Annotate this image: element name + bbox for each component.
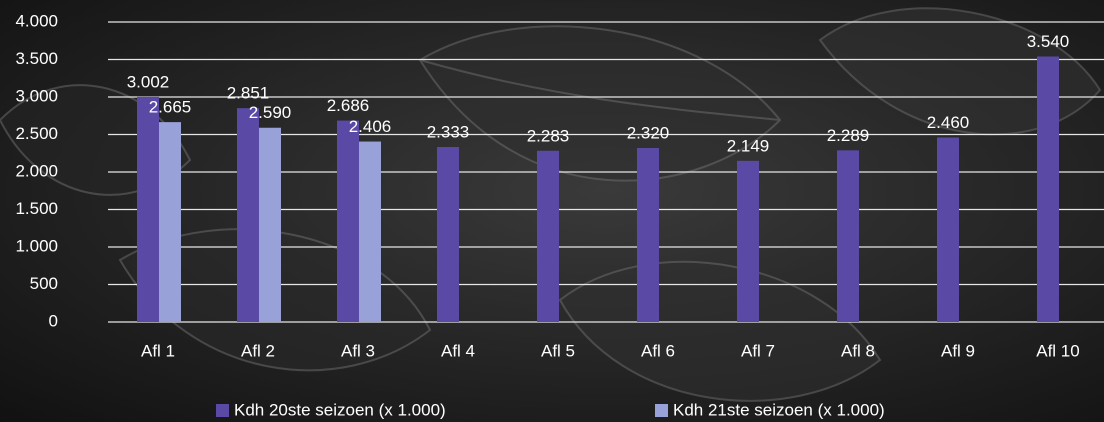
- x-tick-label: Afl 5: [541, 341, 575, 360]
- x-tick-label: Afl 8: [841, 341, 875, 360]
- y-tick-label: 3.500: [15, 49, 58, 68]
- data-label: 3.002: [127, 72, 170, 91]
- legend-label: Kdh 21ste seizoen (x 1.000): [673, 400, 885, 419]
- y-tick-label: 4.000: [15, 11, 58, 30]
- y-tick-label: 1.500: [15, 199, 58, 218]
- bar: [937, 137, 959, 322]
- legend-label: Kdh 20ste seizoen (x 1.000): [234, 400, 446, 419]
- x-tick-label: Afl 10: [1036, 341, 1079, 360]
- bar: [159, 122, 181, 322]
- y-tick-label: 3.000: [15, 86, 58, 105]
- x-tick-label: Afl 2: [241, 341, 275, 360]
- data-label: 2.665: [149, 98, 192, 117]
- x-tick-label: Afl 4: [441, 341, 475, 360]
- x-tick-label: Afl 9: [941, 341, 975, 360]
- y-tick-label: 2.000: [15, 161, 58, 180]
- data-label: 2.320: [627, 123, 670, 142]
- x-tick-label: Afl 1: [141, 341, 175, 360]
- data-label: 2.283: [527, 126, 570, 145]
- bar: [437, 147, 459, 322]
- y-tick-label: 2.500: [15, 124, 58, 143]
- data-label: 2.406: [349, 117, 392, 136]
- bar: [359, 141, 381, 322]
- bar: [837, 150, 859, 322]
- data-label: 2.333: [427, 123, 470, 142]
- x-tick-label: Afl 7: [741, 341, 775, 360]
- x-tick-label: Afl 3: [341, 341, 375, 360]
- data-label: 2.686: [327, 96, 370, 115]
- bar: [237, 108, 259, 322]
- data-label: 2.149: [727, 136, 770, 155]
- legend-swatch: [216, 404, 229, 417]
- bar: [737, 160, 759, 322]
- bar: [637, 148, 659, 322]
- data-label: 2.289: [827, 126, 870, 145]
- bar: [259, 127, 281, 322]
- x-tick-label: Afl 6: [641, 341, 675, 360]
- plot-area: 0 500 1.000 1.500 2.000 2.500 3.000 3.500 4.000 A…: [15, 11, 1104, 419]
- y-tick-label: 500: [30, 274, 58, 293]
- data-label: 3.540: [1027, 32, 1070, 51]
- data-label: 2.460: [927, 113, 970, 132]
- bar: [137, 96, 159, 322]
- bar: [1037, 56, 1059, 322]
- bar: [537, 150, 559, 322]
- bar: [337, 120, 359, 322]
- y-tick-label: 0: [49, 311, 58, 330]
- data-label: 2.851: [227, 84, 270, 103]
- y-tick-label: 1.000: [15, 236, 58, 255]
- data-label: 2.590: [249, 103, 292, 122]
- legend-swatch: [655, 404, 668, 417]
